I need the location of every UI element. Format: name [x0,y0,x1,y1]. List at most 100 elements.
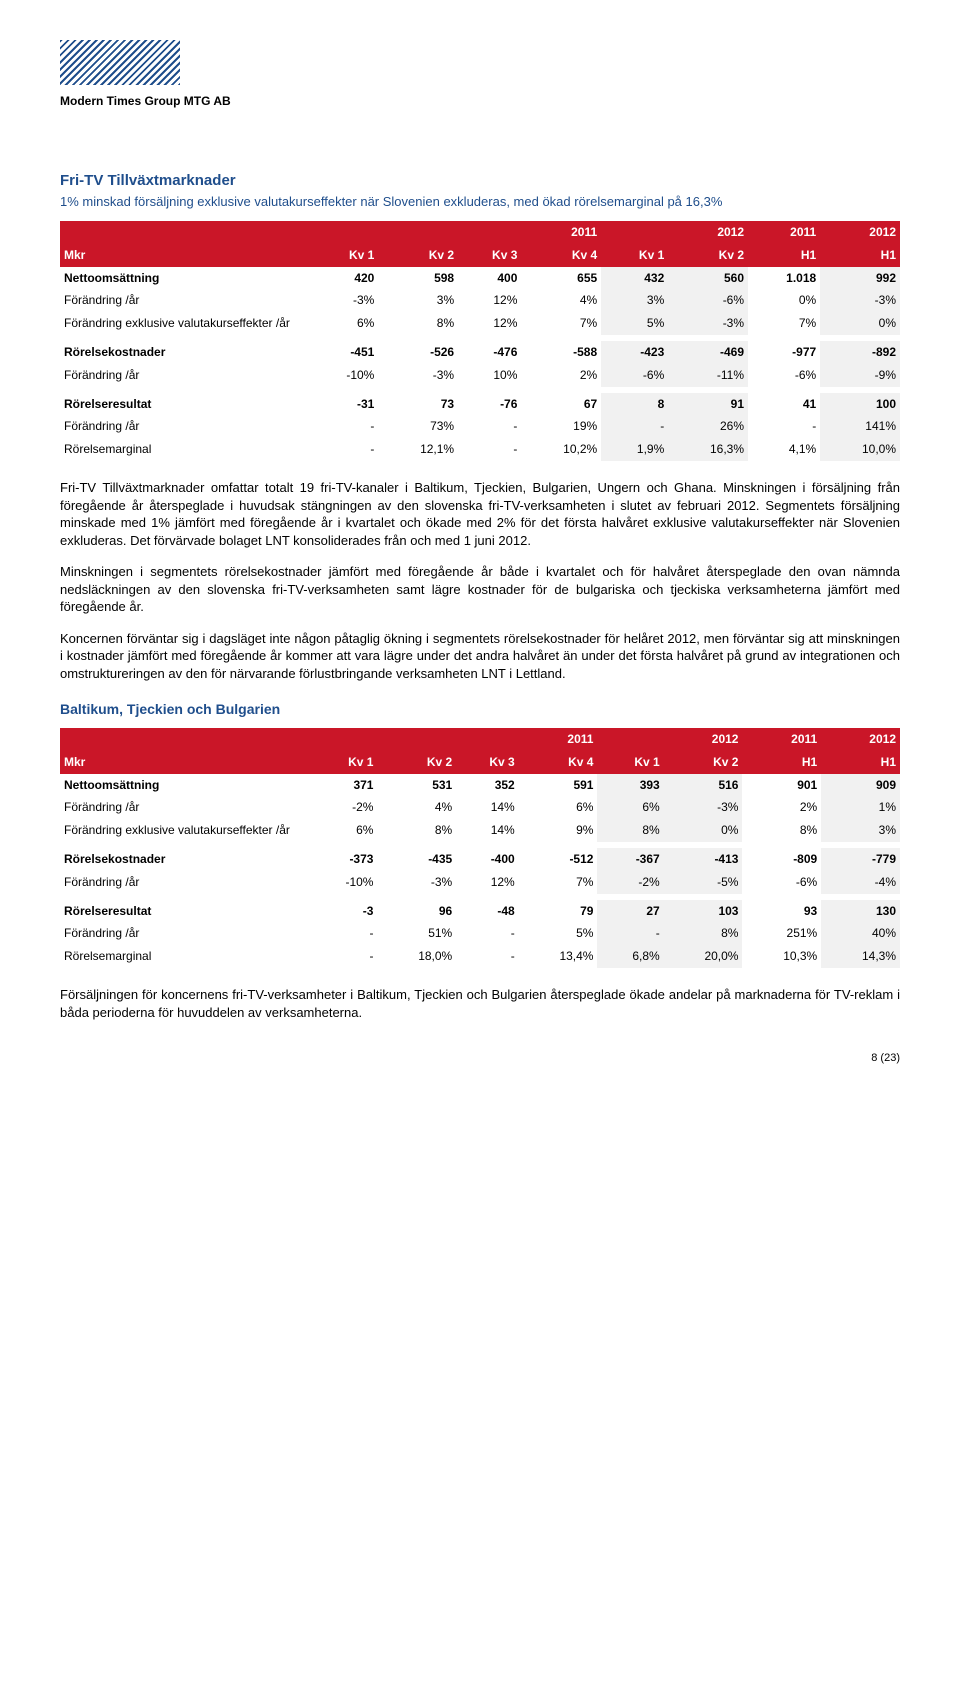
cell: 8% [664,922,743,945]
table-header-row: Mkr Kv 1 Kv 2 Kv 3 Kv 4 Kv 1 Kv 2 H1 H1 [60,751,900,774]
cell: - [310,438,378,461]
cell: -4% [821,871,900,894]
cell-label: Rörelseresultat [60,900,310,923]
cell: - [456,922,519,945]
cell: -423 [601,341,668,364]
cell: 6% [310,819,377,842]
cell: 51% [377,922,456,945]
year-2011: 2011 [310,221,601,244]
cell: -48 [456,900,519,923]
cell: 352 [456,774,519,797]
cell: 6% [597,796,663,819]
table-row: Förändring exklusive valutakurseffekter … [60,312,900,335]
cell: 371 [310,774,377,797]
cell: 400 [458,267,521,290]
section2-title: Baltikum, Tjeckien och Bulgarien [60,700,900,720]
cell: - [597,922,663,945]
cell-label: Rörelsemarginal [60,438,310,461]
cell: 655 [521,267,601,290]
year-2011b: 2011 [742,728,821,751]
cell: 0% [664,819,743,842]
cell: 1,9% [601,438,668,461]
cell: 141% [820,415,900,438]
table-row: Nettoomsättning 420 598 400 655 432 560 … [60,267,900,290]
cell: -512 [519,848,598,871]
cell: -2% [597,871,663,894]
cell: 7% [748,312,820,335]
table-row: Förändring /år -3% 3% 12% 4% 3% -6% 0% -… [60,289,900,312]
table-baltikum: 2011 2012 2011 2012 Mkr Kv 1 Kv 2 Kv 3 K… [60,728,900,968]
cell: -3% [664,796,743,819]
cell: 41 [748,393,820,416]
cell: 2% [521,364,601,387]
cell: 103 [664,900,743,923]
cell: 18,0% [377,945,456,968]
cell-label: Nettoomsättning [60,267,310,290]
cell-label: Förändring /år [60,415,310,438]
cell: -31 [310,393,378,416]
cell-label: Förändring /år [60,364,310,387]
table-row: Förändring /år -2% 4% 14% 6% 6% -3% 2% 1… [60,796,900,819]
cell-label: Rörelseresultat [60,393,310,416]
para2: Minskningen i segmentets rörelsekostnade… [60,563,900,616]
section1-subtitle: 1% minskad försäljning exklusive valutak… [60,193,900,211]
col-kv4: Kv 4 [519,751,598,774]
cell: 901 [742,774,821,797]
cell-label: Nettoomsättning [60,774,310,797]
table-fritv: 2011 2012 2011 2012 Mkr Kv 1 Kv 2 Kv 3 K… [60,221,900,461]
cell-label: Förändring exklusive valutakurseffekter … [60,312,310,335]
cell: - [310,415,378,438]
cell: - [310,922,377,945]
cell: 73 [378,393,458,416]
cell: 10% [458,364,521,387]
cell: 12% [458,312,521,335]
cell: 3% [821,819,900,842]
table-year-row: 2011 2012 2011 2012 [60,221,900,244]
cell: 6,8% [597,945,663,968]
cell: 516 [664,774,743,797]
cell: -6% [742,871,821,894]
cell: 560 [668,267,748,290]
year-2012: 2012 [597,728,742,751]
year-2012b: 2012 [820,221,900,244]
col-kv2: Kv 2 [378,244,458,267]
cell: 8% [742,819,821,842]
col-kv2: Kv 2 [377,751,456,774]
cell: -435 [377,848,456,871]
cell: 9% [519,819,598,842]
cell: -6% [668,289,748,312]
cell-label: Rörelsemarginal [60,945,310,968]
cell: 393 [597,774,663,797]
cell: -367 [597,848,663,871]
cell: 3% [601,289,668,312]
cell: 1% [821,796,900,819]
cell: 4,1% [748,438,820,461]
cell: -3% [378,364,458,387]
year-2011b: 2011 [748,221,820,244]
cell: 91 [668,393,748,416]
cell: -451 [310,341,378,364]
cell: 6% [519,796,598,819]
cell: 992 [820,267,900,290]
cell: 40% [821,922,900,945]
cell: - [601,415,668,438]
col-kv4: Kv 4 [521,244,601,267]
cell: 12% [458,289,521,312]
cell: -11% [668,364,748,387]
cell: 10,3% [742,945,821,968]
cell: 7% [519,871,598,894]
cell: -6% [748,364,820,387]
year-2012b: 2012 [821,728,900,751]
cell: -3% [377,871,456,894]
cell: - [456,945,519,968]
cell-label: Förändring /år [60,922,310,945]
cell: 14% [456,819,519,842]
cell: 4% [377,796,456,819]
cell: -76 [458,393,521,416]
col-kv1b: Kv 1 [601,244,668,267]
cell: 3% [378,289,458,312]
cell: 96 [377,900,456,923]
cell: 251% [742,922,821,945]
cell: 2% [742,796,821,819]
cell: -9% [820,364,900,387]
